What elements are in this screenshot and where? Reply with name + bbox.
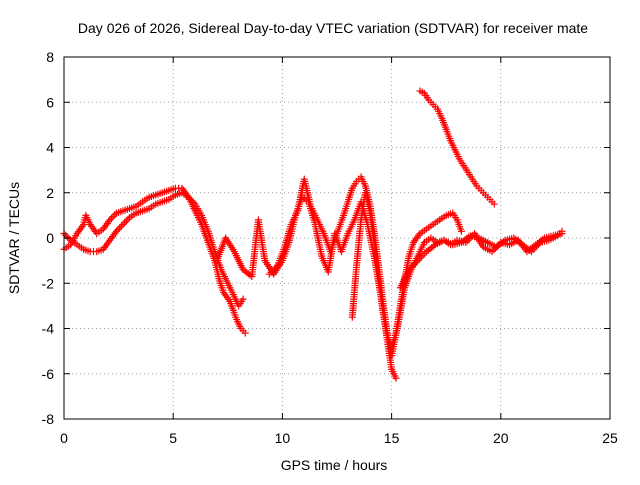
- data-point: [184, 193, 192, 201]
- x-tick-label: 0: [60, 430, 68, 446]
- data-marker: [116, 224, 124, 232]
- data-point: [106, 216, 114, 224]
- y-tick-label: 2: [46, 185, 54, 201]
- data-point: [239, 295, 247, 303]
- y-tick-label: 0: [46, 230, 54, 246]
- x-tick-label: 10: [275, 430, 291, 446]
- chart-title: Day 026 of 2026, Sidereal Day-to-day VTE…: [78, 20, 588, 36]
- data-marker: [63, 233, 71, 241]
- y-tick-label: -2: [42, 275, 55, 291]
- y-tick-label: 6: [46, 94, 54, 110]
- data-marker: [124, 215, 132, 223]
- data-point: [112, 227, 120, 235]
- data-marker: [121, 219, 129, 227]
- data-marker: [186, 195, 194, 203]
- x-axis-title: GPS time / hours: [281, 457, 388, 473]
- y-tick-label: 8: [46, 49, 54, 65]
- data-point: [241, 329, 249, 337]
- data-marker: [117, 222, 125, 230]
- y-axis-title: SDTVAR / TECUs: [6, 182, 22, 294]
- data-marker: [188, 197, 196, 205]
- data-marker: [111, 211, 119, 219]
- data-marker: [189, 198, 197, 206]
- data-marker: [108, 214, 116, 222]
- series-track-h: [416, 87, 498, 208]
- axes-layer: 0 5 10 15 20 25 -8 -6 -4 -2 0 2 4 6 8: [42, 49, 618, 446]
- y-tick-label: -8: [42, 411, 55, 427]
- series-track-g: [396, 227, 566, 292]
- x-tick-label: 20: [493, 430, 509, 446]
- y-tick-label: 4: [46, 140, 54, 156]
- y-tick-label: -6: [42, 366, 55, 382]
- data-point: [558, 227, 566, 235]
- data-marker: [65, 235, 73, 243]
- data-point: [119, 220, 127, 228]
- series-track-e: [348, 189, 465, 351]
- x-tick-label: 5: [169, 430, 177, 446]
- y-tick-label: -4: [42, 321, 55, 337]
- data-point: [490, 200, 498, 208]
- data-point: [457, 227, 465, 235]
- x-tick-label: 25: [602, 430, 618, 446]
- data-marker: [114, 226, 122, 234]
- data-point: [392, 374, 400, 382]
- x-tick-label: 15: [384, 430, 400, 446]
- data-marker: [109, 213, 117, 221]
- data-marker: [122, 217, 130, 225]
